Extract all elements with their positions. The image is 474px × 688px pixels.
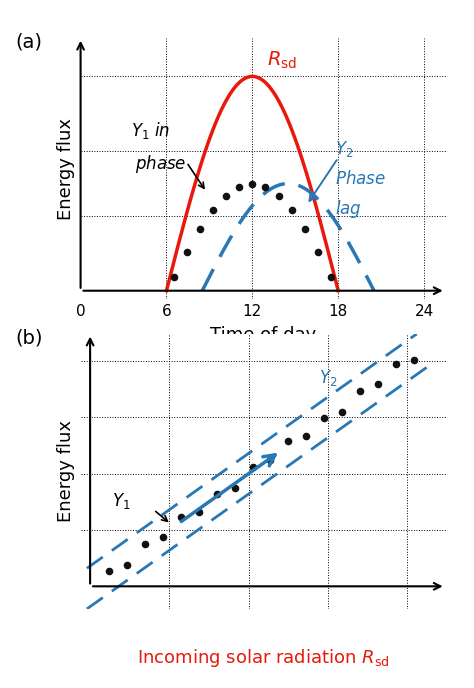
Point: [249, 462, 256, 473]
Point: [262, 181, 269, 192]
Point: [302, 431, 310, 442]
Text: $\it{Y}_{\mathregular{2}}$: $\it{Y}_{\mathregular{2}}$: [335, 138, 354, 158]
Point: [195, 507, 202, 518]
Point: [248, 178, 256, 189]
Y-axis label: Energy flux: Energy flux: [57, 420, 75, 522]
Point: [288, 204, 295, 215]
Point: [123, 559, 131, 570]
Text: $\it{R}$$_{\mathregular{sd}}$: $\it{R}$$_{\mathregular{sd}}$: [267, 50, 297, 71]
Point: [267, 455, 274, 466]
Point: [356, 385, 364, 396]
Point: [314, 246, 322, 257]
Point: [209, 204, 217, 215]
Point: [222, 190, 230, 201]
Text: $\it{Y_{\mathregular{2}}}$: $\it{Y_{\mathregular{2}}}$: [319, 368, 337, 388]
Point: [301, 224, 309, 235]
Point: [392, 359, 400, 370]
Point: [141, 539, 149, 550]
Point: [338, 406, 346, 417]
Point: [231, 482, 238, 493]
Text: $\it{Phase}$: $\it{Phase}$: [335, 169, 386, 188]
Point: [374, 378, 382, 389]
Text: $\it{lag}$: $\it{lag}$: [335, 197, 362, 219]
Point: [170, 271, 177, 282]
Text: $\it{phase}$: $\it{phase}$: [135, 153, 186, 175]
Text: Incoming solar radiation $\it{R}$$_{\mathregular{sd}}$: Incoming solar radiation $\it{R}$$_{\mat…: [137, 647, 389, 669]
Point: [320, 412, 328, 423]
Point: [410, 354, 418, 365]
Point: [213, 488, 220, 499]
Point: [196, 224, 204, 235]
Point: [105, 565, 113, 576]
Point: [275, 190, 283, 201]
Text: (b): (b): [15, 328, 42, 347]
X-axis label: Time of day: Time of day: [210, 326, 316, 344]
Text: (a): (a): [15, 32, 42, 52]
Text: $\it{Y_{\mathregular{1}}}$: $\it{Y_{\mathregular{1}}}$: [112, 491, 131, 511]
Point: [183, 246, 191, 257]
Y-axis label: Energy flux: Energy flux: [57, 118, 75, 219]
Point: [284, 436, 292, 447]
Point: [177, 512, 185, 523]
Text: $\it{Y_{\mathregular{1}}}$ $\it{in}$: $\it{Y_{\mathregular{1}}}$ $\it{in}$: [131, 120, 170, 142]
Point: [236, 181, 243, 192]
Point: [159, 531, 167, 542]
Point: [327, 271, 335, 282]
